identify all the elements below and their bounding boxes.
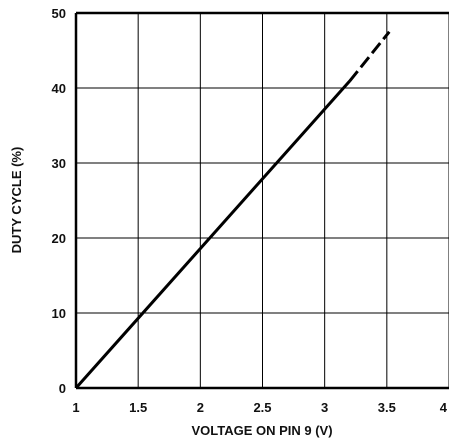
y-tick-labels: 0 10 20 30 40 50 [52,6,66,396]
y-axis-title: DUTY CYCLE (%) [9,147,24,254]
grid-lines [74,11,449,390]
series-lines [74,30,391,389]
y-tick-label: 30 [52,156,66,171]
x-tick-label: 2 [197,400,204,415]
y-tick-label: 40 [52,81,66,96]
y-tick-label: 10 [52,306,66,321]
y-tick-label: 0 [59,381,66,396]
x-tick-label: 4 [440,400,448,415]
series-line-dashed [348,30,391,83]
x-tick-label: 2.5 [253,400,271,415]
x-tick-label: 3 [321,400,328,415]
x-axis-title: VOLTAGE ON PIN 9 (V) [191,423,332,438]
x-tick-label: 3.5 [378,400,396,415]
x-tick-label: 1.5 [129,400,147,415]
x-tick-labels: 1 1.5 2 2.5 3 3.5 4 [72,400,447,415]
series-line-solid [74,80,351,389]
y-tick-label: 50 [52,6,66,21]
x-tick-label: 1 [72,400,79,415]
y-tick-label: 20 [52,231,66,246]
